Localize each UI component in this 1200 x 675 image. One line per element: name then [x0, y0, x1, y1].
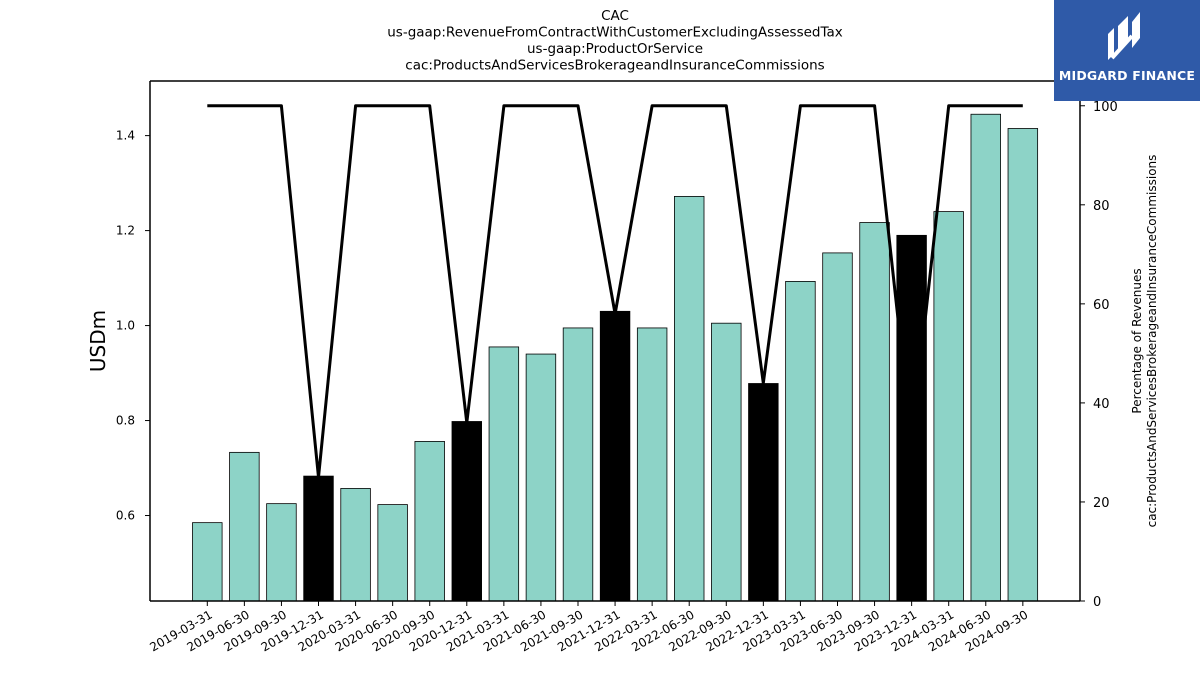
bar [859, 222, 890, 602]
bar [377, 504, 408, 602]
bar [525, 353, 557, 602]
midgard-finance-logo: MIDGARD FINANCE [1054, 0, 1200, 101]
chart-title-line: cac:ProductsAndServicesBrokerageandInsur… [405, 58, 824, 74]
bar [636, 327, 668, 602]
y-right-tick-label: 100 [1093, 100, 1118, 115]
chart-title-line: CAC [601, 8, 629, 24]
bar [933, 211, 964, 602]
y-tick-label: 1.0 [116, 319, 135, 333]
bar [562, 327, 594, 602]
bar [340, 488, 371, 602]
chart-title-line: us-gaap:RevenueFromContractWithCustomerE… [387, 25, 843, 41]
bar [451, 421, 482, 602]
bar [488, 346, 520, 602]
bar [822, 252, 853, 602]
bar [599, 310, 631, 602]
y-right-tick-label: 60 [1093, 298, 1110, 313]
chart-title-line: us-gaap:ProductOrService [527, 41, 703, 57]
y-right-tick-label: 20 [1093, 496, 1110, 511]
percentage-line [207, 104, 1023, 479]
y-axis-label: USDm [86, 310, 110, 372]
y-right-tick-label: 40 [1093, 397, 1110, 412]
logo-text: MIDGARD FINANCE [1058, 68, 1196, 83]
chart-title-block: CACus-gaap:RevenueFromContractWithCustom… [387, 8, 843, 74]
bar [674, 195, 705, 602]
y-right-axis-label: cac:ProductsAndServicesBrokerageandInsur… [1145, 155, 1159, 528]
bar [229, 451, 260, 602]
bar [896, 234, 927, 602]
y-right-axis-label: Percentage of Revenues [1130, 268, 1144, 413]
logo-mark-icon [1108, 12, 1140, 60]
bar [192, 522, 223, 602]
y-right-tick-label: 80 [1093, 199, 1110, 214]
bar [711, 322, 742, 602]
bar-series [192, 113, 1039, 602]
bar [414, 441, 445, 602]
bar [748, 383, 779, 602]
bar [970, 113, 1001, 602]
y-tick-label: 0.8 [116, 414, 135, 428]
bar [266, 503, 297, 602]
bar [1007, 128, 1039, 602]
y-right-tick-label: 0 [1093, 595, 1101, 610]
bar [785, 281, 816, 602]
y-tick-label: 1.2 [116, 224, 135, 238]
bar [303, 475, 334, 602]
line-series [207, 104, 1023, 479]
y-tick-label: 0.6 [116, 509, 135, 523]
y-tick-label: 1.4 [116, 129, 135, 143]
